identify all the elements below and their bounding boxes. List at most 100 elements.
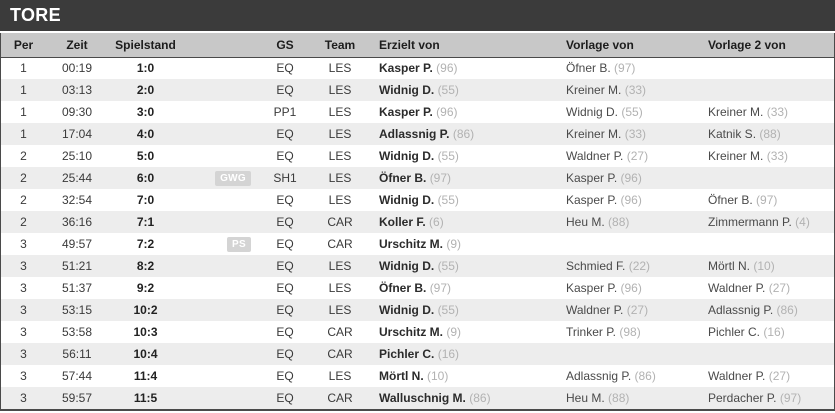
goals-table-body: 1 00:19 1:0 EQ LES Kasper P. (96) Öfner … [1,57,834,409]
assist2-number: (86) [776,303,798,317]
scorer-name: Kasper P. [379,61,433,76]
assist2-name: Adlassnig P. [708,303,774,317]
cell-score: 1:0 [136,61,155,76]
cell-period: 1 [20,61,27,76]
cell-time: 49:57 [61,237,93,251]
cell-time: 51:21 [61,259,93,273]
header-score: Spielstand [115,37,176,52]
cell-time: 51:37 [61,281,93,295]
assist1-number: (27) [626,303,649,317]
cell-scorer: Koller F. (6) [369,211,556,233]
cell-gamestate: EQ [276,61,294,76]
cell-badge [183,101,259,123]
cell-gamestate: EQ [276,215,294,229]
cell-badge [183,189,259,211]
cell-badge [183,277,259,299]
cell-scorer: Urschitz M. (9) [369,233,556,255]
scorer-name: Urschitz M. [379,325,444,339]
cell-score: 6:0 [136,171,155,185]
table-row: 3 56:11 10:4 EQ CAR Pichler C. (16) [1,343,834,365]
cell-team: LES [328,83,352,97]
assist2-name: Zimmermann P. [708,215,792,229]
scorer-name: Öfner B. [379,281,427,295]
assist2-name: Öfner B. [708,193,753,207]
cell-assist-1: Trinker P. (98) [556,321,698,343]
scorer-number: (96) [436,61,458,76]
header-time: Zeit [66,37,88,52]
goal-type-badge: PS [227,237,251,252]
assist1-number: (55) [621,105,643,119]
scorer-name: Öfner B. [379,171,427,185]
goals-table: Per Zeit Spielstand GS Team Erzielt von … [1,33,834,409]
table-row: 1 00:19 1:0 EQ LES Kasper P. (96) Öfner … [1,57,834,79]
table-row: 2 25:10 5:0 EQ LES Widnig D. (55) Waldne… [1,145,834,167]
scorer-number: (16) [437,347,460,361]
cell-period: 1 [20,127,27,141]
cell-badge [183,123,259,145]
cell-period: 3 [20,369,27,383]
scorer-number: (55) [437,83,459,97]
cell-gamestate: EQ [276,391,294,405]
cell-gamestate: EQ [276,127,294,141]
cell-time: 59:57 [61,391,93,405]
assist1-number: (33) [624,127,647,141]
section-title: TORE [0,0,835,31]
cell-score: 9:2 [136,281,155,295]
cell-team: LES [328,193,352,207]
cell-badge [183,343,259,365]
cell-assist-2: Öfner B. (97) [698,189,834,211]
cell-team: CAR [327,325,353,339]
assist2-number: (16) [763,325,785,339]
cell-time: 53:15 [61,303,93,317]
cell-assist-2: Mörtl N. (10) [698,255,834,277]
assist1-name: Waldner P. [566,149,624,163]
cell-scorer: Widnig D. (55) [369,189,556,211]
cell-period: 3 [20,259,27,273]
cell-scorer: Öfner B. (97) [369,167,556,189]
cell-score: 8:2 [136,259,155,273]
assist2-name: Perdacher P. [708,391,777,405]
cell-period: 3 [20,347,27,361]
table-row: 3 49:57 7:2 PS EQ CAR Urschitz M. (9) [1,233,834,255]
scorer-number: (96) [436,105,458,119]
table-row: 1 03:13 2:0 EQ LES Widnig D. (55) Kreine… [1,79,834,101]
cell-assist-2 [698,343,834,365]
cell-assist-2: Waldner P. (27) [698,277,834,299]
cell-time: 09:30 [61,105,93,119]
assist1-name: Schmied F. [566,259,626,273]
header-assist-2: Vorlage 2 von [708,37,786,52]
cell-score: 11:5 [133,391,158,405]
assist2-number: (10) [753,259,775,273]
table-row: 1 09:30 3:0 PP1 LES Kasper P. (96) Widni… [1,101,834,123]
cell-assist-2 [698,57,834,79]
cell-period: 3 [20,325,27,339]
cell-time: 57:44 [61,369,93,383]
cell-gamestate: EQ [276,259,294,273]
cell-gamestate: PP1 [273,105,297,119]
cell-team: CAR [327,215,353,229]
header-gamestate: GS [276,37,294,52]
cell-period: 1 [20,83,27,97]
cell-team: LES [328,127,352,141]
cell-scorer: Kasper P. (96) [369,57,556,79]
cell-badge [183,387,259,409]
cell-assist-1: Waldner P. (27) [556,299,698,321]
assist1-name: Waldner P. [566,303,624,317]
assist1-number: (96) [620,281,642,295]
scorer-name: Mörtl N. [379,369,424,383]
cell-scorer: Adlassnig P. (86) [369,123,556,145]
cell-assist-1: Schmied F. (22) [556,255,698,277]
cell-scorer: Widnig D. (55) [369,79,556,101]
cell-team: LES [328,149,352,163]
cell-assist-2: Kreiner M. (33) [698,145,834,167]
assist1-name: Kasper P. [566,193,618,207]
cell-assist-2 [698,79,834,101]
cell-score: 5:0 [136,149,155,163]
assist1-name: Trinker P. [566,325,617,339]
cell-assist-2 [698,233,834,255]
cell-period: 3 [20,237,27,251]
cell-gamestate: EQ [276,369,294,383]
cell-time: 32:54 [61,193,93,207]
cell-scorer: Mörtl N. (10) [369,365,556,387]
assist2-name: Mörtl N. [708,259,750,273]
